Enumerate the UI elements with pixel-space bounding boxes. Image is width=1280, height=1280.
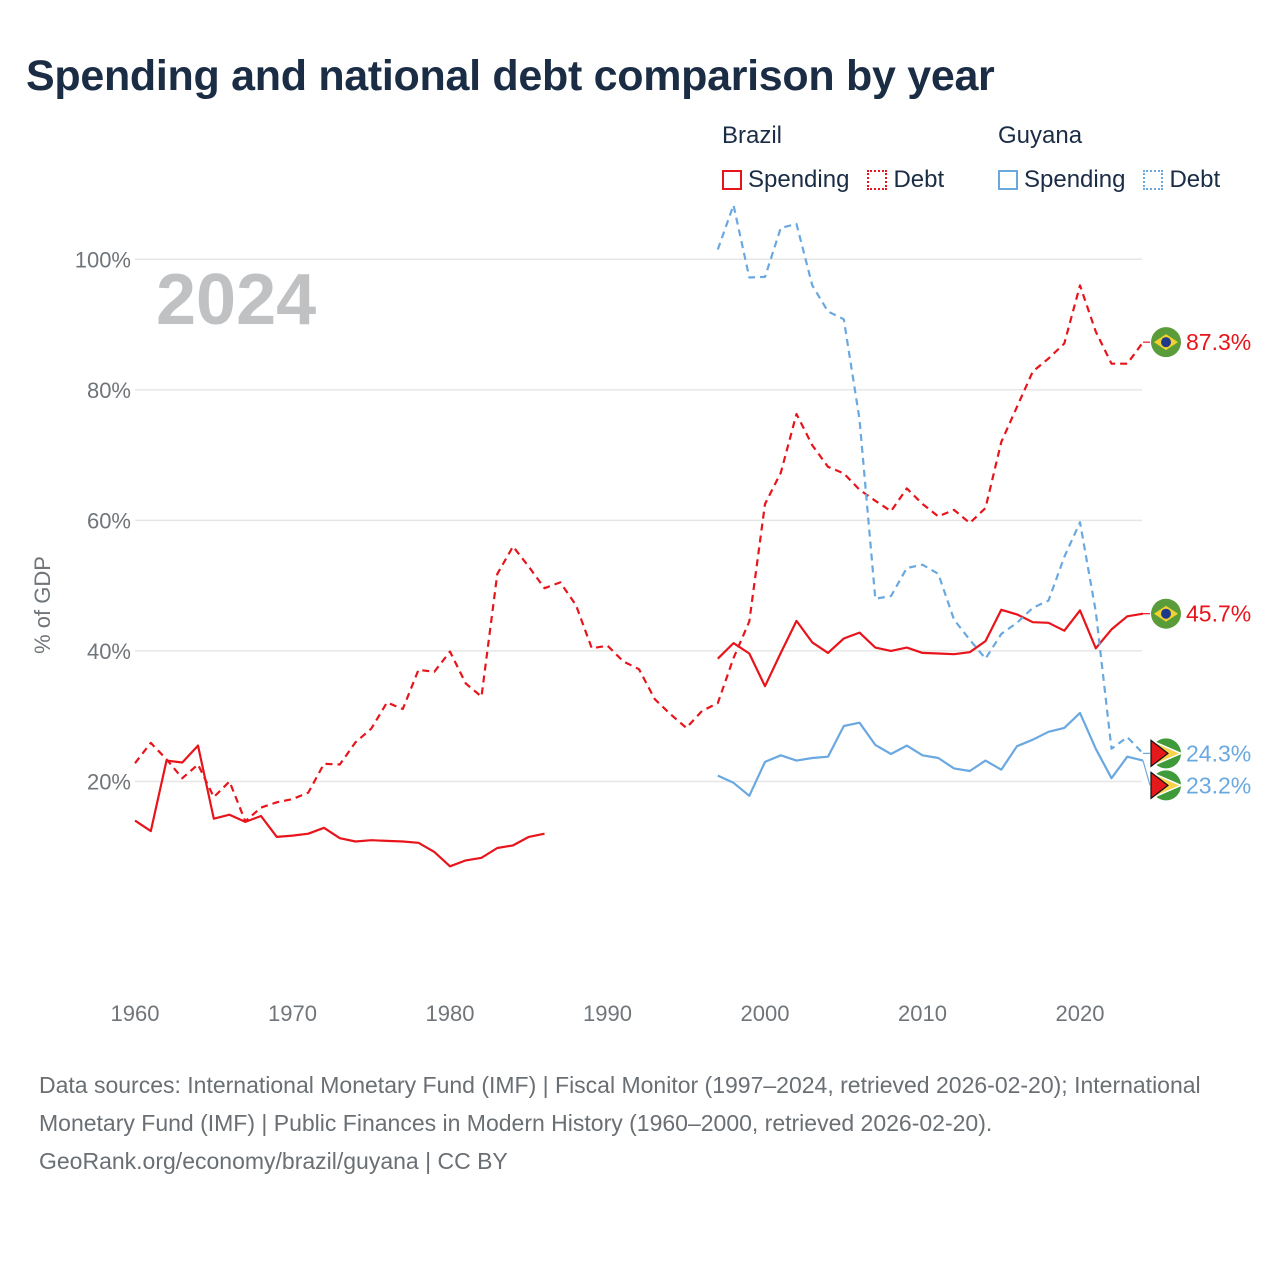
x-tick-label: 1990 (583, 1001, 632, 1026)
solid-line-swatch-icon (998, 170, 1018, 190)
x-tick-label: 1970 (268, 1001, 317, 1026)
legend-guyana-spending[interactable]: Spending (998, 166, 1125, 194)
x-tick-label: 2000 (741, 1001, 790, 1026)
dotted-line-swatch-icon (1143, 170, 1164, 190)
x-tick-label: 2010 (898, 1001, 947, 1026)
legend-brazil-spending[interactable]: Spending (722, 166, 849, 194)
brazil-flag-globe (1161, 608, 1171, 619)
dotted-line-swatch-icon (867, 170, 888, 190)
legend-guyana: Guyana Spending Debt (998, 122, 1220, 194)
series-line-brazil-debt (134, 284, 1144, 823)
x-tick-label: 1980 (426, 1001, 475, 1026)
end-value-label: 87.3% (1186, 329, 1251, 355)
series-line-guyana-debt (716, 204, 1144, 755)
solid-line-swatch-icon (722, 170, 742, 190)
data-sources: Data sources: International Monetary Fun… (39, 1072, 1201, 1136)
x-tick-label: 2020 (1056, 1001, 1105, 1026)
end-value-label: 45.7% (1186, 601, 1251, 627)
end-value-label: 23.2% (1186, 772, 1251, 798)
legend-group-label: Brazil (722, 122, 783, 149)
legend-label: Debt (1169, 166, 1221, 193)
y-tick-label: 80% (87, 378, 131, 403)
y-tick-label: 60% (87, 508, 131, 533)
page-title: Spending and national debt comparison by… (26, 52, 995, 100)
y-tick-label: 100% (75, 247, 131, 272)
series-line-guyana-spending (717, 711, 1144, 797)
legend-group-label: Guyana (998, 122, 1083, 149)
legend-guyana-debt[interactable]: Debt (1143, 166, 1220, 194)
footer: Data sources: International Monetary Fun… (39, 1066, 1239, 1180)
guyana-flag-triangle (1150, 771, 1169, 800)
legend-brazil-debt[interactable]: Debt (867, 166, 944, 194)
legend-label: Spending (1024, 166, 1126, 193)
y-tick-label: 40% (87, 639, 131, 664)
guyana-flag-triangle (1150, 739, 1169, 768)
end-connector (1142, 760, 1151, 786)
series-line-brazil-spending (134, 608, 1144, 868)
legend-label: Spending (748, 166, 850, 193)
y-tick-label: 20% (87, 769, 131, 794)
legend-brazil: Brazil Spending Debt (722, 122, 962, 194)
line-chart: 2024 20% 40% 60% 80% 100% 1960 1970 1980 1990 2000… (30, 204, 1251, 1026)
year-label: 2024 (156, 260, 316, 340)
brazil-flag-globe (1161, 337, 1171, 348)
credit-link[interactable]: GeoRank.org/economy/brazil/guyana | CC B… (39, 1148, 508, 1174)
legend-label: Debt (893, 166, 945, 193)
x-tick-label: 1960 (111, 1001, 160, 1026)
end-value-label: 24.3% (1186, 740, 1251, 766)
y-axis-title: % of GDP (30, 556, 55, 654)
